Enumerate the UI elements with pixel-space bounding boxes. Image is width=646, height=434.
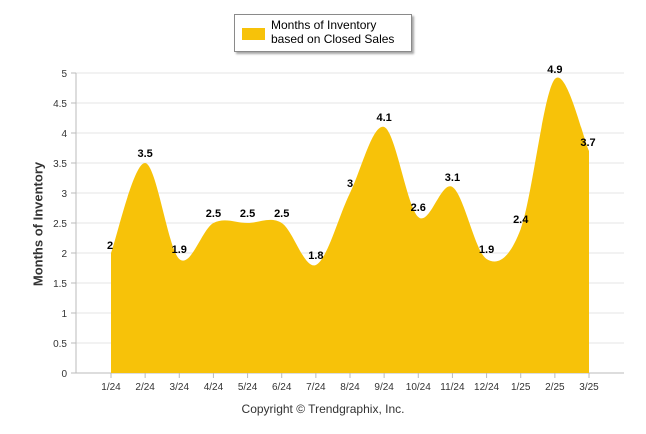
y-tick-label: 2.5 (53, 219, 67, 230)
x-tick-label: 12/24 (474, 382, 499, 393)
y-tick-label: 5 (61, 69, 67, 80)
copyright-text: Copyright © Trendgraphix, Inc. (241, 402, 405, 416)
data-label: 1.9 (479, 244, 494, 256)
y-tick-label: 1 (61, 309, 67, 320)
x-tick-label: 7/24 (306, 382, 326, 393)
legend-label: Months of Inventory based on Closed Sale… (271, 18, 395, 46)
data-label: 2.4 (513, 214, 529, 226)
x-tick-label: 2/24 (135, 382, 155, 393)
legend[interactable]: Months of Inventory based on Closed Sale… (234, 14, 412, 52)
data-label: 2.5 (206, 208, 221, 220)
data-label: 2.5 (240, 208, 255, 220)
x-tick-label: 3/24 (170, 382, 190, 393)
x-tick-label: 9/24 (374, 382, 394, 393)
data-label: 1.8 (308, 250, 323, 262)
y-tick-label: 4.5 (53, 99, 67, 110)
x-tick-label: 8/24 (340, 382, 360, 393)
data-label: 2.6 (411, 202, 426, 214)
x-tick-label: 10/24 (406, 382, 431, 393)
data-label: 4.9 (547, 64, 562, 76)
y-axis-label: Months of Inventory (30, 161, 46, 287)
data-label: 4.1 (376, 112, 391, 124)
area-series (111, 77, 589, 374)
data-label: 3.5 (137, 148, 152, 160)
y-tick-label: 0 (61, 369, 67, 380)
x-tick-label: 5/24 (238, 382, 258, 393)
y-tick-label: 3.5 (53, 159, 67, 170)
y-tick-label: 1.5 (53, 279, 67, 290)
y-tick-label: 0.5 (53, 339, 67, 350)
x-tick-label: 2/25 (545, 382, 565, 393)
x-tick-label: 4/24 (204, 382, 224, 393)
x-tick-label: 6/24 (272, 382, 292, 393)
legend-swatch (242, 28, 265, 40)
x-tick-label: 3/25 (579, 382, 599, 393)
x-tick-label: 1/24 (101, 382, 121, 393)
x-tick-label: 11/24 (440, 382, 465, 393)
y-tick-label: 3 (61, 189, 67, 200)
y-tick-label: 4 (61, 129, 67, 140)
data-label: 3 (347, 178, 353, 190)
y-tick-label: 2 (61, 249, 67, 260)
data-label: 2 (107, 240, 113, 252)
x-tick-label: 1/25 (511, 382, 531, 393)
data-label: 1.9 (172, 244, 187, 256)
data-label: 3.7 (580, 137, 595, 149)
data-label: 3.1 (445, 172, 460, 184)
data-label: 2.5 (274, 208, 289, 220)
